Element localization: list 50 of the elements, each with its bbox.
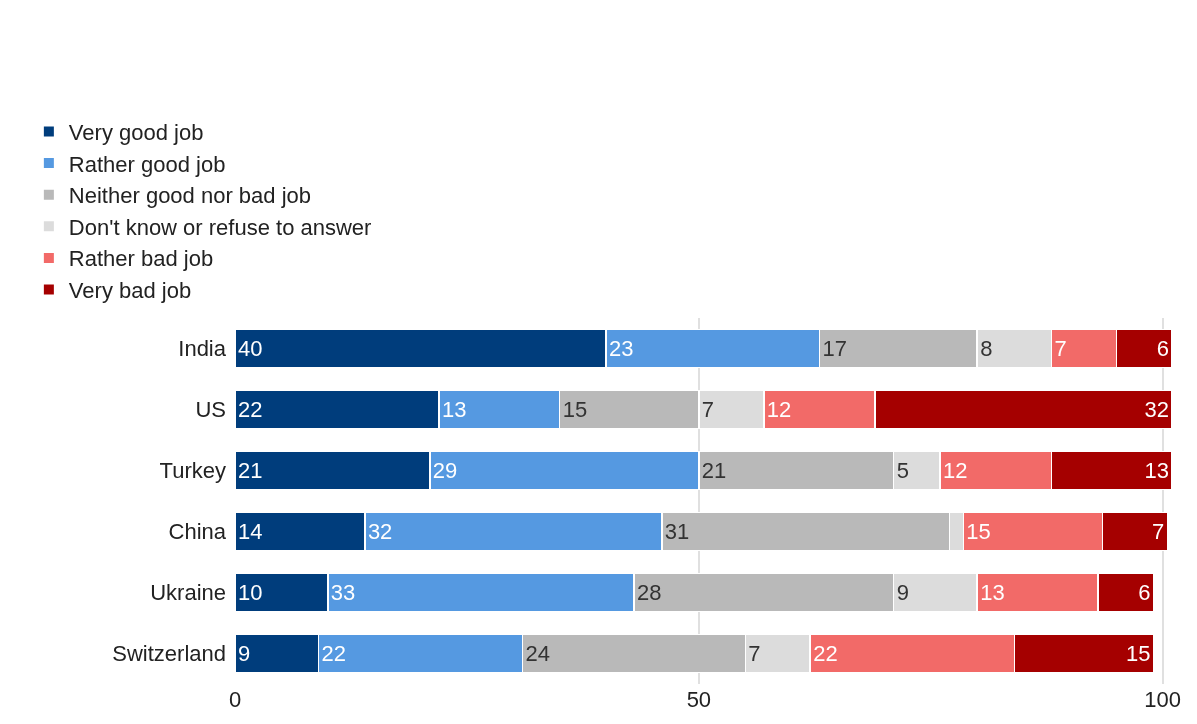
data-label: 5 <box>896 458 909 483</box>
y-tick-label: China <box>168 519 227 545</box>
legend-label: Neither good nor bad job <box>68 183 312 209</box>
data-label: 17 <box>822 336 847 361</box>
legend-label: Rather good job <box>68 151 226 177</box>
data-label: 15 <box>966 519 991 544</box>
y-tick-label: India <box>178 336 227 362</box>
legend-label: Very bad job <box>68 278 192 304</box>
data-label: 22 <box>813 641 838 666</box>
data-label: 7 <box>701 397 715 422</box>
data-label: 7 <box>1054 336 1067 361</box>
data-label: 32 <box>367 519 393 544</box>
data-label: 10 <box>238 580 263 605</box>
data-label: 7 <box>1152 519 1165 544</box>
data-label: 12 <box>943 458 968 483</box>
data-label: 12 <box>766 397 792 422</box>
data-label: 33 <box>330 580 356 605</box>
legend-label: Very good job <box>68 120 204 146</box>
data-label: 21 <box>238 458 263 483</box>
data-label: 28 <box>636 580 662 605</box>
data-label: 32 <box>1144 397 1169 422</box>
data-label: 22 <box>238 397 263 422</box>
legend-label: Rather bad job <box>68 246 214 272</box>
data-label: 29 <box>432 458 458 483</box>
data-label: 8 <box>980 336 993 361</box>
data-label: 40 <box>238 336 263 361</box>
y-tick-label: Switzerland <box>112 641 226 667</box>
data-label: 24 <box>525 641 551 666</box>
data-label: 9 <box>238 641 251 666</box>
y-tick-label: Ukraine <box>150 580 226 606</box>
legend-label: Don't know or refuse to answer <box>68 214 372 240</box>
data-label: 22 <box>321 641 346 666</box>
data-label: 13 <box>442 397 467 422</box>
x-tick-label: 0 <box>228 687 242 712</box>
data-label: 13 <box>1144 458 1169 483</box>
data-label: 23 <box>609 336 634 361</box>
data-label: 21 <box>701 458 727 483</box>
data-label: 14 <box>238 519 263 544</box>
data-label: 31 <box>664 519 690 544</box>
data-label: 7 <box>748 641 761 666</box>
data-label: 13 <box>980 580 1005 605</box>
data-label: 6 <box>1156 336 1169 361</box>
x-tick-label: 50 <box>686 687 712 712</box>
y-tick-label: Turkey <box>159 458 226 484</box>
y-tick-label: US <box>195 397 226 423</box>
x-tick-label: 100 <box>1144 687 1182 712</box>
data-label: 15 <box>562 397 588 422</box>
data-label: 15 <box>1125 641 1151 666</box>
data-label: 9 <box>896 580 909 605</box>
data-label: 6 <box>1138 580 1151 605</box>
